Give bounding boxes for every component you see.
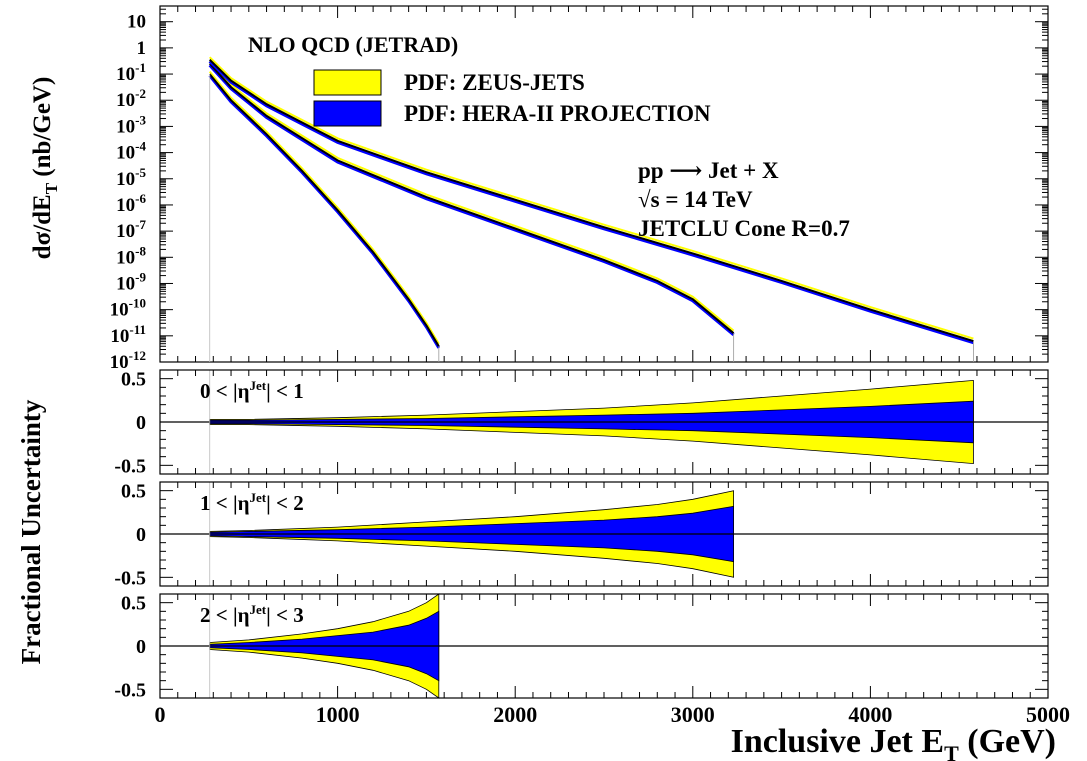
central-curve: [208, 62, 735, 334]
y-tick-label: 10-8: [116, 243, 146, 268]
y-tick-label: 10-4: [116, 139, 146, 164]
y-tick-label: 10-5: [116, 165, 146, 190]
y-tick-label: 0: [136, 636, 146, 658]
x-tick-label: 4000: [848, 702, 892, 727]
eta-range-label: 1 < |ηJet| < 2: [200, 490, 304, 515]
y-tick-label: -0.5: [114, 567, 146, 589]
cross-section-panel: 10-1210-1110-1010-910-810-710-610-510-41…: [29, 5, 1049, 373]
annotation-text: √s = 14 TeV: [638, 187, 753, 212]
uncertainty-panel: 0.5 0 -0.5 2 < |ηJet| < 3: [114, 593, 1049, 701]
hera-legend-swatch: [313, 100, 382, 127]
cross-section-curve: [208, 56, 974, 362]
cross-section-curve: [208, 60, 735, 362]
y-tick-label: 10-7: [116, 217, 146, 242]
y-tick-label: 10-12: [110, 348, 146, 373]
y-axis-title: dσ/dET (nb/GeV): [29, 77, 61, 260]
zeus-band-edge: [208, 56, 974, 340]
x-tick-label: 0: [155, 702, 166, 727]
y-tick-label: 10-9: [116, 269, 146, 294]
uncertainty-panel: 0.5 0 -0.5 1 < |ηJet| < 2: [114, 481, 1049, 589]
uncertainty-panel: 0.5 0 -0.5 0 < |ηJet| < 1: [114, 369, 1049, 477]
y-tick-label: 10-11: [110, 322, 146, 347]
y-tick-label: -0.5: [114, 679, 146, 701]
y-tick-label: 0: [136, 524, 146, 546]
x-tick-label: 5000: [1026, 702, 1070, 727]
zeus-band-edge: [208, 60, 735, 332]
annotation-text: JETCLU Cone R=0.7: [638, 216, 850, 241]
central-curve: [208, 73, 440, 347]
cross-section-curve: [208, 70, 441, 362]
x-axis-title: Inclusive Jet ET (GeV): [731, 723, 1056, 761]
annotation-text: pp ⟶ Jet + X: [638, 158, 779, 183]
top-panel-frame: [159, 5, 1049, 363]
y-tick-label: 10: [127, 12, 146, 33]
y-tick-label: 0.5: [121, 481, 146, 503]
y-tick-label: 10-10: [110, 296, 146, 321]
hera-band-edge: [208, 64, 735, 336]
eta-range-label: 2 < |ηJet| < 3: [200, 602, 304, 627]
central-curve: [208, 58, 974, 343]
y-tick-label: 10-3: [116, 112, 146, 137]
y-tick-label: 10-1: [116, 60, 146, 85]
y-tick-label: 1: [137, 38, 147, 59]
y-tick-label: 0.5: [121, 593, 146, 615]
chart-title: NLO QCD (JETRAD): [248, 32, 458, 57]
x-tick-label: 2000: [493, 702, 537, 727]
uncertainty-y-axis-title: Fractional Uncertainty: [16, 399, 46, 664]
zeus-legend-swatch: [313, 69, 382, 96]
y-tick-label: 10-6: [116, 191, 146, 216]
legend-label: PDF: ZEUS-JETS: [404, 70, 585, 95]
y-tick-label: 0: [136, 412, 146, 434]
legend-label: PDF: HERA-II PROJECTION: [404, 101, 711, 126]
y-tick-label: 10-2: [116, 86, 146, 111]
eta-range-label: 0 < |ηJet| < 1: [200, 378, 304, 403]
y-tick-label: -0.5: [114, 455, 146, 477]
x-tick-label: 3000: [671, 702, 715, 727]
x-tick-label: 1000: [316, 702, 360, 727]
hera-band-edge: [208, 60, 974, 345]
zeus-band-edge: [208, 70, 440, 345]
y-tick-label: 0.5: [121, 369, 146, 391]
